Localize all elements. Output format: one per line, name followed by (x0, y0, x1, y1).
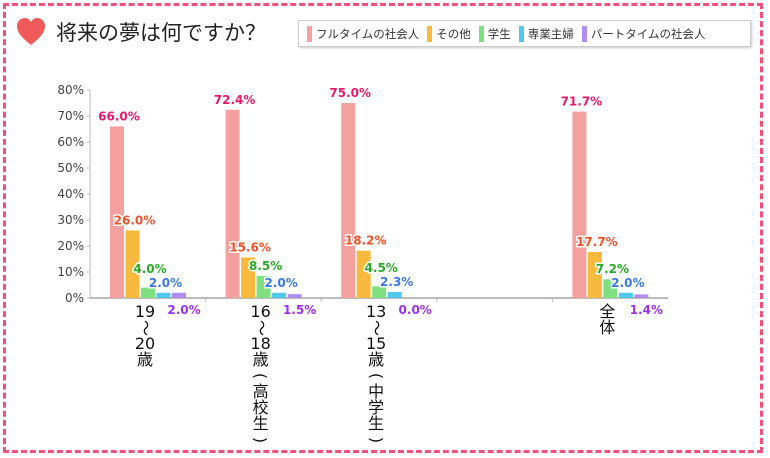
data-label: 18.2% (345, 234, 387, 248)
dashed-frame (3, 3, 763, 453)
x-tick-label-line: ) (367, 436, 387, 444)
legend-label: フルタイムの社会人 (316, 26, 420, 41)
data-label: 2.0% (167, 303, 200, 317)
bar (272, 292, 287, 298)
bar (356, 250, 371, 298)
legend-label: その他 (436, 26, 471, 41)
data-label: 71.7% (561, 95, 603, 109)
data-label: 2.0% (611, 276, 644, 290)
legend-swatch (518, 25, 524, 42)
x-tick-label-line: 歳 (252, 350, 269, 369)
y-tick-label: 60% (57, 135, 84, 149)
x-tick-label-line: 生 (252, 414, 269, 433)
x-tick-label: 16 〜 18 歳(高校生) (241, 304, 281, 448)
legend-swatch (307, 25, 312, 42)
legend-swatch (581, 25, 587, 42)
x-tick-label-line: 20 (134, 334, 156, 353)
y-tick-label: 30% (57, 213, 84, 227)
legend-item: その他 (427, 25, 471, 42)
data-label: 17.7% (576, 235, 618, 249)
y-tick-label: 20% (57, 239, 84, 253)
data-label: 4.0% (133, 262, 166, 276)
x-tick-label-line: 18 (250, 334, 271, 353)
data-label: 15.6% (229, 240, 271, 254)
data-label: 1.4% (630, 303, 663, 317)
bar (572, 111, 587, 298)
legend-item: 専業主婦 (518, 25, 574, 42)
x-tick-label-line: 生 (368, 414, 385, 433)
x-tick-label-line: ) (251, 436, 271, 444)
x-tick-label-line: 学 (368, 398, 385, 417)
data-label: 66.0% (98, 109, 140, 123)
bar (156, 292, 171, 298)
data-label: 8.5% (249, 259, 282, 273)
y-tick-label: 0% (65, 291, 84, 305)
x-tick-label: 13 〜 15 歳(中学生) (356, 304, 396, 448)
bar (125, 230, 140, 298)
data-label: 2.3% (380, 275, 413, 289)
legend: フルタイムの社会人 その他 学生 専業主婦 パートタイムの社会人 (298, 20, 751, 47)
x-tick-label: 全体 (587, 304, 627, 336)
legend-swatch (478, 25, 484, 42)
bar (618, 292, 633, 298)
bar (634, 294, 649, 298)
bar (287, 294, 302, 298)
y-tick-label: 40% (57, 187, 84, 201)
y-tick-label: 80% (57, 83, 84, 97)
bar (603, 279, 618, 298)
bar (387, 292, 402, 298)
x-tick-label-line: 歳 (136, 350, 153, 369)
bar (256, 275, 271, 298)
x-tick-label-line: 体 (599, 318, 616, 337)
legend-label: 学生 (487, 26, 511, 41)
bar (225, 109, 240, 298)
x-tick-label-line: 歳 (368, 350, 385, 369)
y-tick-label: 10% (57, 265, 84, 279)
x-tick-label-line: 高 (252, 382, 269, 401)
bar (172, 292, 186, 298)
legend-label: パートタイムの社会人 (590, 26, 706, 41)
heart-icon (17, 18, 45, 45)
data-label: 1.5% (283, 303, 316, 317)
data-label: 0.0% (399, 303, 432, 317)
x-tick-label-line: 〜 (367, 319, 387, 337)
x-tick-label-line: 16 (250, 302, 271, 321)
bar (341, 103, 356, 298)
bar (241, 257, 256, 298)
legend-item: 学生 (478, 25, 511, 42)
x-tick-label-line: 〜 (135, 319, 155, 337)
x-tick-label-line: 〜 (251, 319, 271, 337)
data-label: 4.5% (365, 261, 398, 275)
x-tick-label-line: 19 (134, 302, 156, 321)
bar (372, 286, 387, 298)
x-tick-label-line: 校 (252, 398, 269, 417)
y-tick-label: 70% (57, 109, 84, 123)
x-tick-label: 19 〜 20 歳 (125, 304, 165, 368)
data-label: 2.0% (264, 276, 297, 290)
bar (110, 126, 124, 299)
bar (141, 287, 155, 298)
legend-label: 専業主婦 (527, 26, 574, 41)
chart-title: 将来の夢は何ですか？ (56, 21, 266, 45)
y-tick-label: 50% (57, 161, 84, 175)
data-label: 75.0% (329, 86, 371, 100)
data-label: 2.0% (149, 276, 182, 290)
data-label: 26.0% (114, 213, 156, 227)
data-label: 72.4% (214, 93, 256, 107)
data-label: 7.2% (596, 262, 629, 276)
x-tick-label-line: 全 (599, 302, 616, 321)
legend-swatch (427, 25, 433, 42)
x-tick-label-line: 中 (368, 382, 385, 401)
legend-item: パートタイムの社会人 (581, 25, 706, 42)
x-tick-label-line: 15 (366, 334, 387, 353)
bar (587, 251, 602, 298)
x-tick-label-line: 13 (366, 302, 387, 321)
legend-item: フルタイムの社会人 (307, 25, 420, 42)
